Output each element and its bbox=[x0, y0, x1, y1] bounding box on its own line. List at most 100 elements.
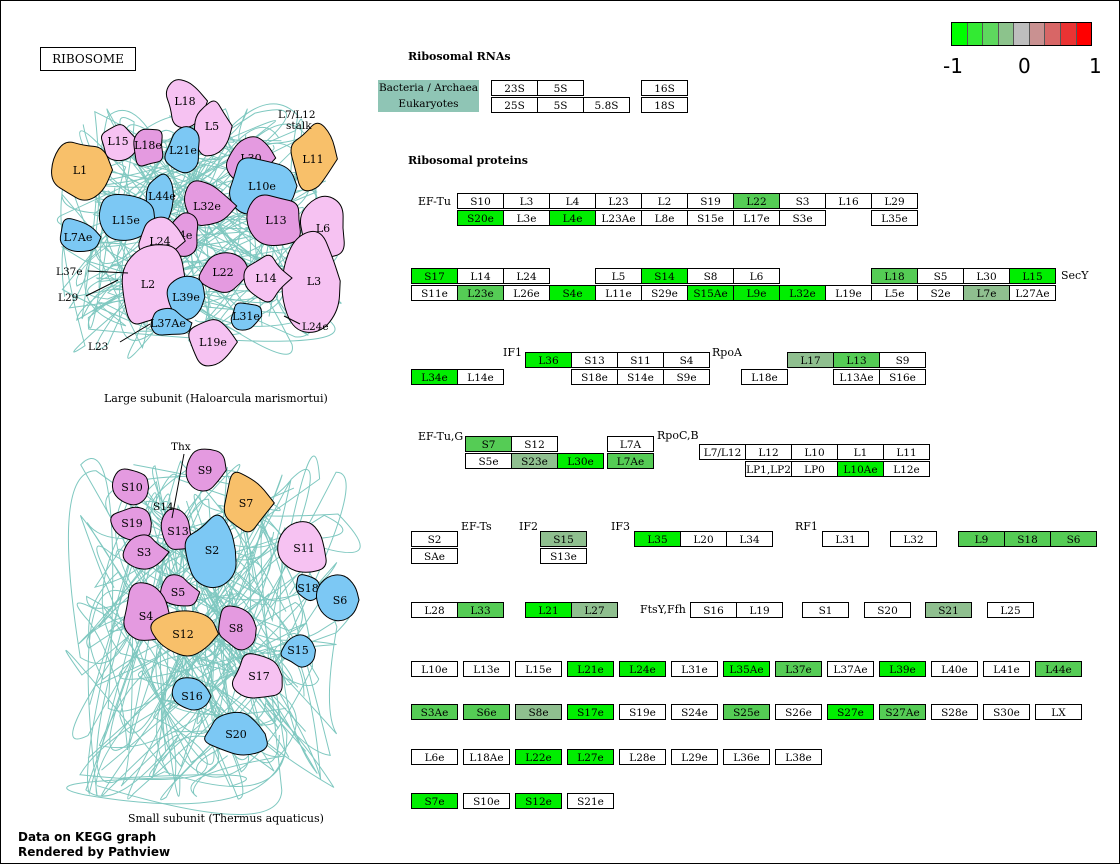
protein-box-l3[interactable]: L3 bbox=[503, 193, 550, 209]
protein-box-s19[interactable]: S19 bbox=[687, 193, 734, 209]
protein-box-l28e[interactable]: L28e bbox=[619, 749, 666, 765]
protein-box-l11e[interactable]: L11e bbox=[595, 285, 642, 301]
protein-box-l9e[interactable]: L9e bbox=[733, 285, 780, 301]
protein-box-l33[interactable]: L33 bbox=[457, 602, 504, 618]
protein-box-l28[interactable]: L28 bbox=[411, 602, 458, 618]
protein-box-s10e[interactable]: S10e bbox=[463, 793, 510, 809]
protein-box-s16e[interactable]: S16e bbox=[879, 369, 926, 385]
protein-box-l21e[interactable]: L21e bbox=[567, 661, 614, 677]
protein-box-s4e[interactable]: S4e bbox=[549, 285, 596, 301]
protein-box-l9[interactable]: L9 bbox=[958, 531, 1005, 547]
protein-box-s6[interactable]: S6 bbox=[1050, 531, 1097, 547]
protein-box-l30e[interactable]: L30e bbox=[557, 453, 604, 469]
protein-box-l27ae[interactable]: L27Ae bbox=[1009, 285, 1056, 301]
protein-box-l38e[interactable]: L38e bbox=[775, 749, 822, 765]
protein-box-s5e[interactable]: S5e bbox=[465, 453, 512, 469]
protein-box-l10ae[interactable]: L10Ae bbox=[837, 461, 884, 477]
protein-box-s28e[interactable]: S28e bbox=[931, 704, 978, 720]
protein-box-l34[interactable]: L34 bbox=[726, 531, 773, 547]
protein-box-s14[interactable]: S14 bbox=[641, 268, 688, 284]
protein-box-s7e[interactable]: S7e bbox=[411, 793, 458, 809]
protein-box-s4[interactable]: S4 bbox=[663, 352, 710, 368]
protein-box-l7a[interactable]: L7A bbox=[607, 436, 654, 452]
protein-box-s17e[interactable]: S17e bbox=[567, 704, 614, 720]
protein-box-s6e[interactable]: S6e bbox=[463, 704, 510, 720]
protein-box-s26e[interactable]: S26e bbox=[775, 704, 822, 720]
protein-box-l22[interactable]: L22 bbox=[733, 193, 780, 209]
protein-box-l24e[interactable]: L24e bbox=[619, 661, 666, 677]
protein-box-s12[interactable]: S12 bbox=[511, 436, 558, 452]
protein-box-s7[interactable]: S7 bbox=[465, 436, 512, 452]
protein-box-l10e[interactable]: L10e bbox=[411, 661, 458, 677]
protein-box-s20[interactable]: S20 bbox=[864, 602, 911, 618]
protein-box-l7e[interactable]: L7e bbox=[963, 285, 1010, 301]
protein-box-l30[interactable]: L30 bbox=[963, 268, 1010, 284]
protein-box-l13ae[interactable]: L13Ae bbox=[833, 369, 880, 385]
protein-box-l40e[interactable]: L40e bbox=[931, 661, 978, 677]
protein-box-s13[interactable]: S13 bbox=[571, 352, 618, 368]
protein-box-l39e[interactable]: L39e bbox=[879, 661, 926, 677]
protein-box-l36e[interactable]: L36e bbox=[723, 749, 770, 765]
protein-box-s25e[interactable]: S25e bbox=[723, 704, 770, 720]
protein-box-s5[interactable]: S5 bbox=[917, 268, 964, 284]
protein-box-l4[interactable]: L4 bbox=[549, 193, 596, 209]
protein-box-l19e[interactable]: L19e bbox=[825, 285, 872, 301]
protein-box-l4e[interactable]: L4e bbox=[549, 210, 596, 226]
protein-box-l5[interactable]: L5 bbox=[595, 268, 642, 284]
protein-box-s27ae[interactable]: S27Ae bbox=[879, 704, 926, 720]
protein-box-s18e[interactable]: S18e bbox=[571, 369, 618, 385]
protein-box-s11[interactable]: S11 bbox=[617, 352, 664, 368]
protein-box-l13[interactable]: L13 bbox=[833, 352, 880, 368]
protein-box-l29e[interactable]: L29e bbox=[671, 749, 718, 765]
protein-box-l44e[interactable]: L44e bbox=[1035, 661, 1082, 677]
protein-box-l10[interactable]: L10 bbox=[791, 444, 838, 460]
protein-box-s13e[interactable]: S13e bbox=[540, 548, 587, 564]
protein-box-l14e[interactable]: L14e bbox=[457, 369, 504, 385]
protein-box-l1[interactable]: L1 bbox=[837, 444, 884, 460]
protein-box-l3e[interactable]: L3e bbox=[503, 210, 550, 226]
protein-box-l35[interactable]: L35 bbox=[634, 531, 681, 547]
protein-box-s30e[interactable]: S30e bbox=[983, 704, 1030, 720]
protein-box-s21[interactable]: S21 bbox=[925, 602, 972, 618]
protein-box-l17e[interactable]: L17e bbox=[733, 210, 780, 226]
protein-box-s3ae[interactable]: S3Ae bbox=[411, 704, 458, 720]
protein-box-s3[interactable]: S3 bbox=[779, 193, 826, 209]
protein-box-s27e[interactable]: S27e bbox=[827, 704, 874, 720]
protein-box-l27[interactable]: L27 bbox=[571, 602, 618, 618]
protein-box-s12e[interactable]: S12e bbox=[515, 793, 562, 809]
protein-box-s9[interactable]: S9 bbox=[879, 352, 926, 368]
protein-box-l29[interactable]: L29 bbox=[871, 193, 918, 209]
protein-box-s15e[interactable]: S15e bbox=[687, 210, 734, 226]
protein-box-l19[interactable]: L19 bbox=[736, 602, 783, 618]
protein-box-l18ae[interactable]: L18Ae bbox=[463, 749, 510, 765]
protein-box-l7-l12[interactable]: L7/L12 bbox=[699, 444, 746, 460]
protein-box-s9e[interactable]: S9e bbox=[663, 369, 710, 385]
protein-box-l24[interactable]: L24 bbox=[503, 268, 550, 284]
protein-box-s8e[interactable]: S8e bbox=[515, 704, 562, 720]
protein-box-l7ae[interactable]: L7Ae bbox=[607, 453, 654, 469]
protein-box-s24e[interactable]: S24e bbox=[671, 704, 718, 720]
rna-box[interactable]: 18S bbox=[641, 97, 688, 113]
protein-box-l26e[interactable]: L26e bbox=[503, 285, 550, 301]
rna-box[interactable]: 5S bbox=[537, 97, 584, 113]
protein-box-l31e[interactable]: L31e bbox=[671, 661, 718, 677]
protein-box-s14e[interactable]: S14e bbox=[617, 369, 664, 385]
protein-box-sae[interactable]: SAe bbox=[411, 548, 458, 564]
protein-box-lp0[interactable]: LP0 bbox=[791, 461, 838, 477]
protein-box-l16[interactable]: L16 bbox=[825, 193, 872, 209]
protein-box-s2e[interactable]: S2e bbox=[917, 285, 964, 301]
protein-box-s15[interactable]: S15 bbox=[540, 531, 587, 547]
protein-box-l20[interactable]: L20 bbox=[680, 531, 727, 547]
protein-box-l5e[interactable]: L5e bbox=[871, 285, 918, 301]
rna-box[interactable]: 5.8S bbox=[583, 97, 630, 113]
protein-box-l31[interactable]: L31 bbox=[822, 531, 869, 547]
protein-box-l6e[interactable]: L6e bbox=[411, 749, 458, 765]
protein-box-s29e[interactable]: S29e bbox=[641, 285, 688, 301]
protein-box-l13e[interactable]: L13e bbox=[463, 661, 510, 677]
protein-box-l37e[interactable]: L37e bbox=[775, 661, 822, 677]
protein-box-l18[interactable]: L18 bbox=[871, 268, 918, 284]
protein-box-s16[interactable]: S16 bbox=[690, 602, 737, 618]
protein-box-l35ae[interactable]: L35Ae bbox=[723, 661, 770, 677]
protein-box-l32[interactable]: L32 bbox=[890, 531, 937, 547]
protein-box-l14[interactable]: L14 bbox=[457, 268, 504, 284]
